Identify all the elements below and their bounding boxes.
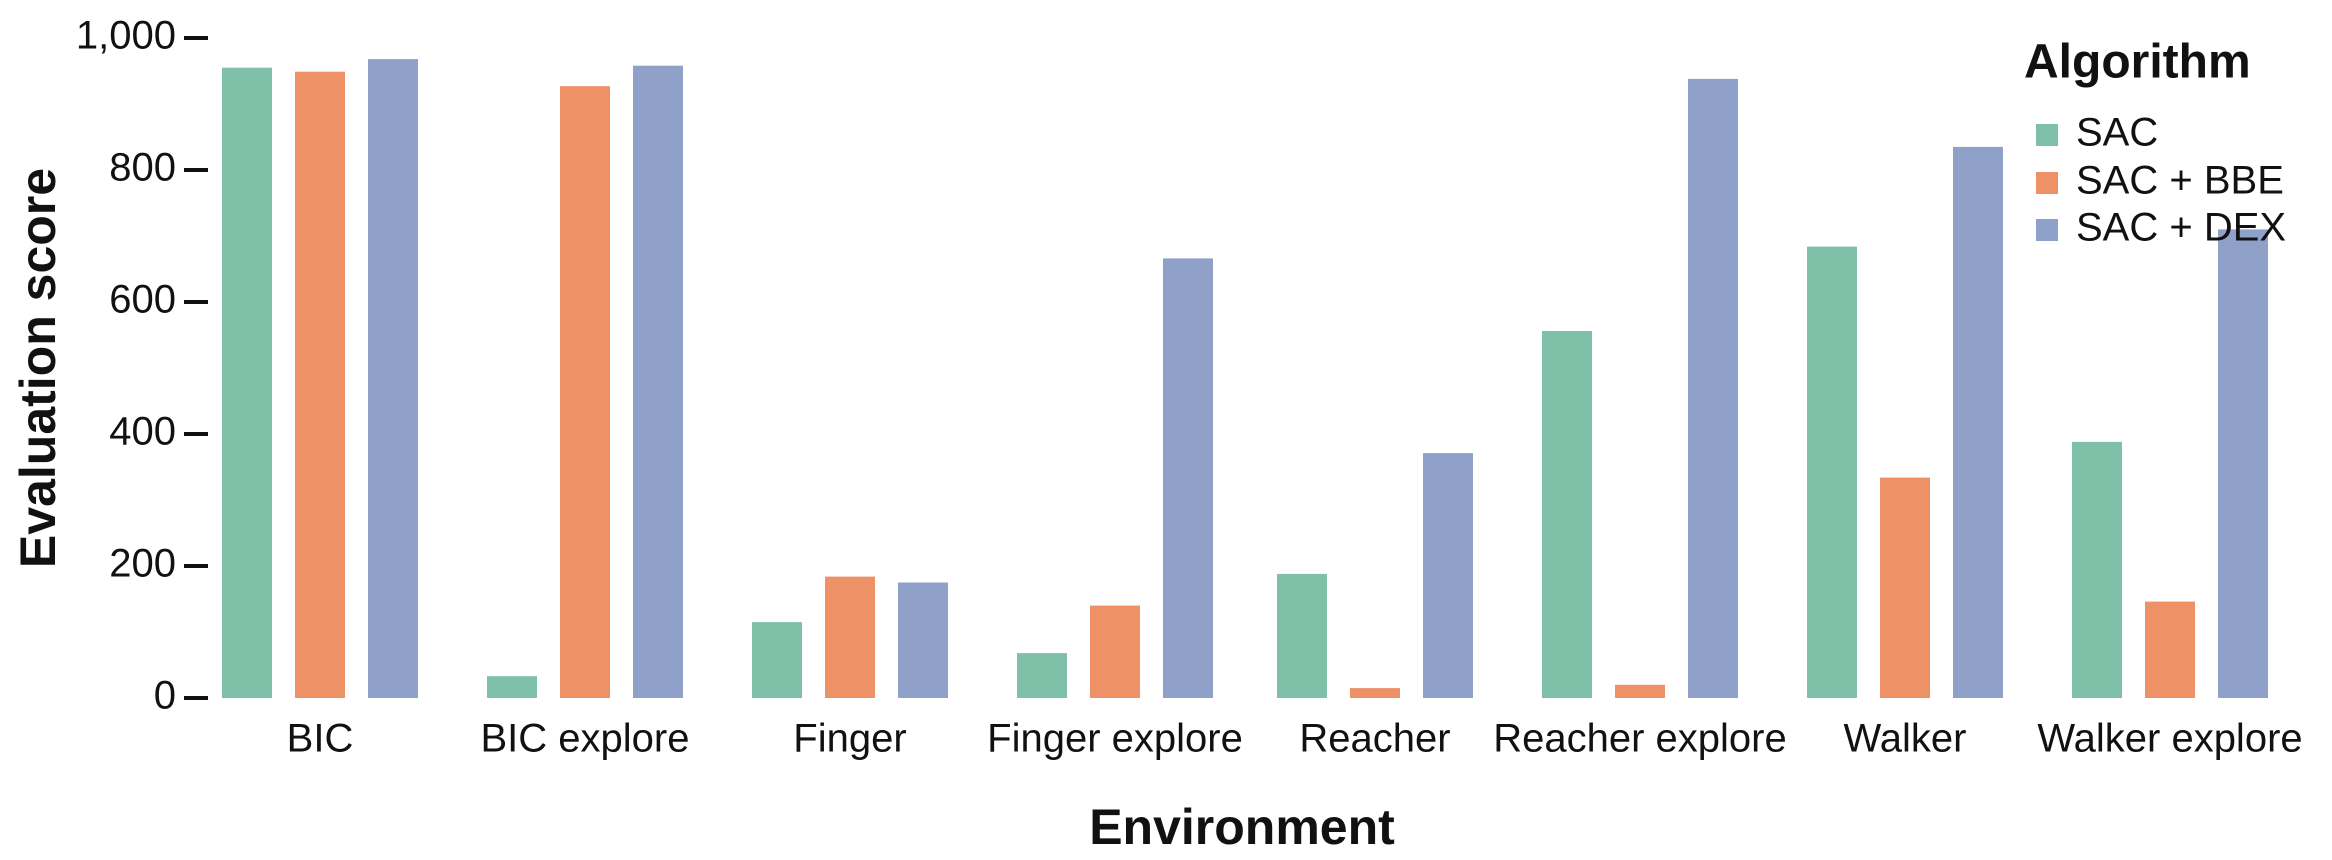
bar-sac-bbe (1880, 477, 1930, 698)
x-axis: BIC BIC explore Finger Finger explore Reache… (287, 717, 2303, 761)
x-tick-label: Reacher explore (1493, 717, 1787, 761)
bar-sac-bbe (825, 576, 875, 698)
bar-sac-dex (1688, 78, 1738, 698)
x-tick-label: Reacher (1299, 717, 1450, 761)
x-tick-label: Walker explore (2037, 717, 2302, 761)
legend-swatch (2036, 124, 2058, 146)
y-tick-label: 600 (109, 278, 176, 322)
legend-swatch (2036, 219, 2058, 241)
bar-sac (752, 622, 802, 698)
bar-sac (222, 67, 272, 698)
y-tick-label: 0 (154, 674, 176, 718)
legend-title: Algorithm (2024, 36, 2251, 89)
legend-label: SAC + DEX (2076, 206, 2286, 250)
bar-sac-dex (1953, 146, 2003, 698)
y-tick-label: 800 (109, 146, 176, 190)
x-tick-label: BIC explore (481, 717, 690, 761)
bar-sac-dex (1423, 453, 1473, 698)
bar-sac-dex (1163, 258, 1213, 698)
bar-sac-bbe (1350, 688, 1400, 698)
y-tick-label: 400 (109, 410, 176, 454)
legend-swatch (2036, 172, 2058, 194)
bar-sac-dex (898, 582, 948, 698)
bar-sac-bbe (1090, 605, 1140, 698)
bar-sac-dex (2218, 229, 2268, 698)
bar-sac-dex (368, 59, 418, 699)
bar-sac (2072, 441, 2122, 698)
bar-sac (487, 676, 537, 698)
bar-sac (1807, 246, 1857, 698)
x-tick-label: Walker (1844, 717, 1967, 761)
x-axis-title: Environment (1089, 799, 1395, 855)
bar-sac-bbe (1615, 684, 1665, 698)
x-tick-label: BIC (287, 717, 354, 761)
bar-sac (1277, 573, 1327, 698)
y-axis: 0 200 400 600 800 1,000 (76, 14, 208, 718)
bar-sac (1542, 331, 1592, 698)
y-tick-label: 1,000 (76, 14, 176, 58)
bar-sac (1017, 653, 1067, 698)
x-tick-label: Finger (793, 717, 906, 761)
bar-sac-bbe (295, 71, 345, 698)
bars-layer (222, 59, 2268, 699)
bar-sac-bbe (560, 86, 610, 698)
bar-sac-bbe (2145, 601, 2195, 698)
x-tick-label: Finger explore (987, 717, 1243, 761)
bar-sac-dex (633, 65, 683, 698)
y-axis-title: Evaluation score (10, 168, 66, 568)
legend-label: SAC (2076, 111, 2158, 155)
legend-label: SAC + BBE (2076, 159, 2284, 203)
y-tick-label: 200 (109, 542, 176, 586)
